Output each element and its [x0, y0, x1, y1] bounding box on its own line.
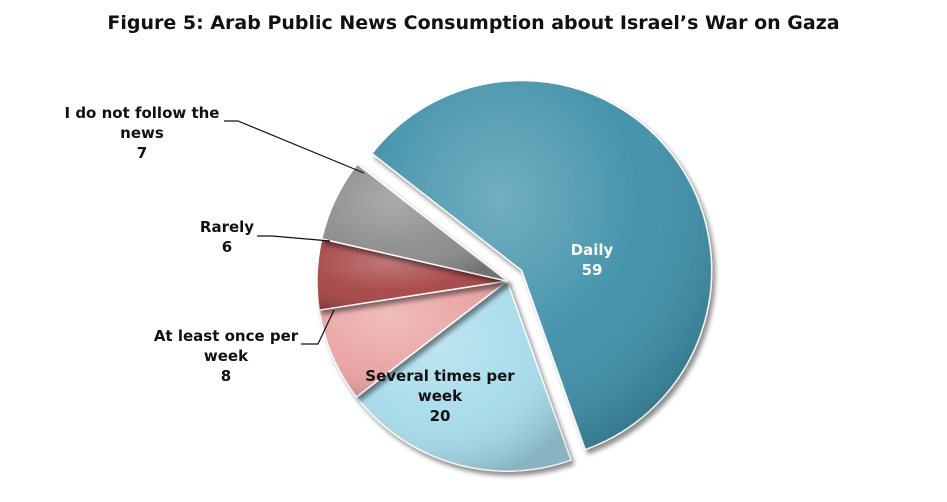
leader-line-at-least-once-per-week: [301, 309, 335, 345]
data-label-rarely: Rarely 6: [200, 218, 254, 256]
pie-slice-several-times-per-week: [355, 279, 572, 472]
data-label-at-least-once-per-week: At least once per week 8: [154, 327, 299, 385]
pie-slice-at-least-once-per-week: [318, 280, 508, 398]
leader-line-i-do-not-follow-the-news: [224, 120, 365, 174]
data-label-several-times-per-week: Several times per week 20: [365, 367, 515, 425]
chart-title: Figure 5: Arab Public News Consumption a…: [107, 12, 840, 34]
data-label-i-do-not-follow-the-news: I do not follow the news 7: [65, 104, 220, 162]
leader-line-rarely: [257, 235, 331, 242]
data-label-daily: Daily 59: [571, 241, 614, 279]
pie-slice-daily: [370, 79, 713, 451]
pie-slice-i-do-not-follow-the-news: [320, 162, 508, 282]
